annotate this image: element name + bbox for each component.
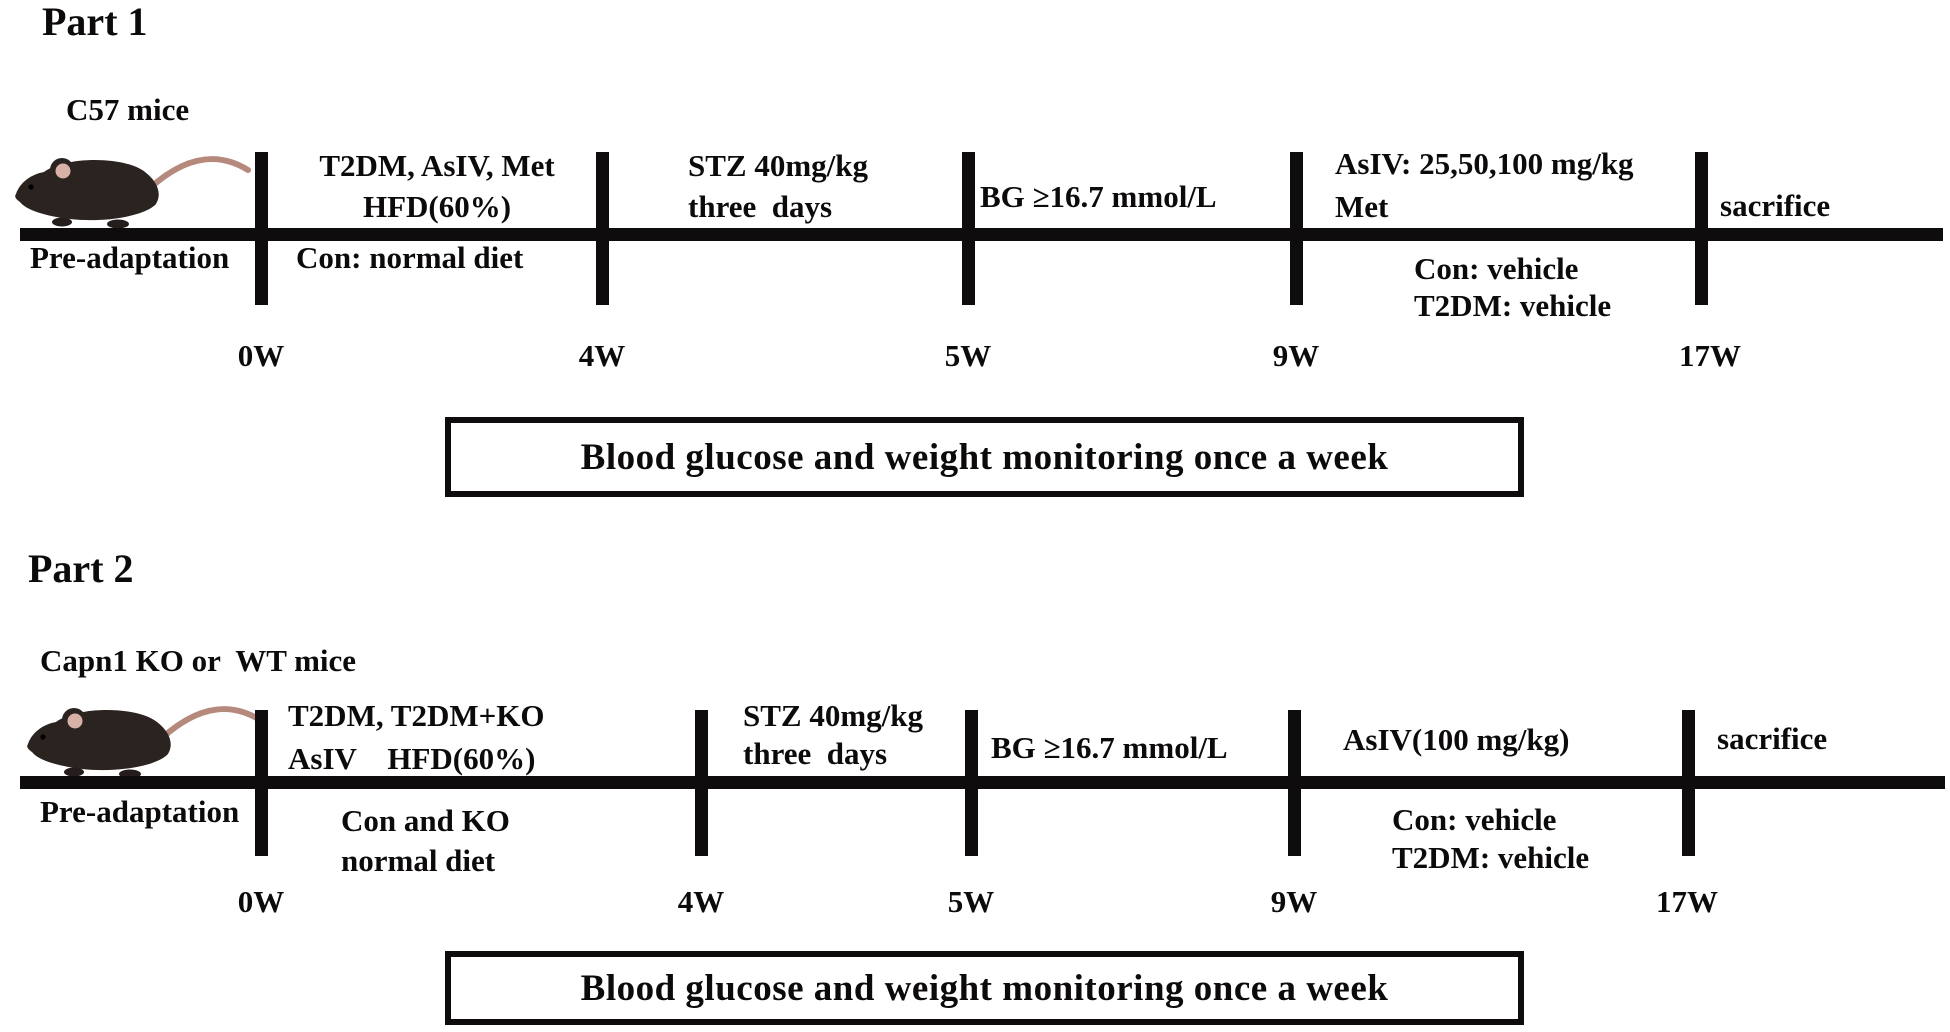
part2-timeline-line <box>20 776 1945 789</box>
part2-bg-criterion: BG ≥16.7 mmol/L <box>991 730 1228 765</box>
mouse-icon <box>27 706 263 779</box>
part2-week-label-5w: 5W <box>947 884 995 919</box>
part2-tick-9w <box>1288 710 1301 856</box>
part2-stz-line1: STZ 40mg/kg <box>743 698 924 733</box>
mouse-icon <box>15 156 251 229</box>
part1-timeline-line <box>20 228 1943 241</box>
part2-tick-4w <box>695 710 708 856</box>
part1-week-label-17w: 17W <box>1679 338 1741 373</box>
part1-subject-label: C57 mice <box>66 92 190 127</box>
part1-groups-line2: HFD(60%) <box>362 189 512 224</box>
part1-dosing-line1: AsIV: 25,50,100 mg/kg <box>1335 146 1634 181</box>
part2-control-line2: normal diet <box>341 843 496 878</box>
part2-stz-line2: three days <box>743 736 888 771</box>
part2-t2dm-vehicle-label: T2DM: vehicle <box>1392 840 1590 875</box>
part1-title: Part 1 <box>42 0 148 44</box>
part1-groups-line1: T2DM, AsIV, Met <box>319 148 555 183</box>
part2-dosing-label: AsIV(100 mg/kg) <box>1343 722 1570 757</box>
part2-preadaptation-label: Pre-adaptation <box>40 794 240 829</box>
part2-tick-0w <box>255 710 268 856</box>
part1-week-label-9w: 9W <box>1272 338 1320 373</box>
part1-control-diet-label: Con: normal diet <box>296 240 524 275</box>
part1-bg-criterion: BG ≥16.7 mmol/L <box>980 179 1217 214</box>
part2-groups-line1: T2DM, T2DM+KO <box>288 698 545 733</box>
part1-tick-0w <box>255 152 268 305</box>
part2-title: Part 2 <box>28 546 134 591</box>
part1-week-label-4w: 4W <box>578 338 626 373</box>
part1-endpoint-label: sacrifice <box>1720 188 1831 223</box>
part2-con-vehicle-label: Con: vehicle <box>1392 802 1557 837</box>
part2-week-label-0w: 0W <box>237 884 285 919</box>
part1-tick-9w <box>1290 152 1303 305</box>
part1-week-label-0w: 0W <box>237 338 285 373</box>
part2-control-line1: Con and KO <box>341 803 510 838</box>
part2-week-label-4w: 4W <box>677 884 725 919</box>
part2-week-label-17w: 17W <box>1656 884 1718 919</box>
part1-con-vehicle-label: Con: vehicle <box>1414 251 1579 286</box>
part1-stz-line1: STZ 40mg/kg <box>688 148 869 183</box>
part1-t2dm-vehicle-label: T2DM: vehicle <box>1414 288 1612 323</box>
part2-tick-17w <box>1682 710 1695 856</box>
part2-monitoring-banner: Blood glucose and weight monitoring once… <box>445 951 1524 1025</box>
part1-monitoring-banner: Blood glucose and weight monitoring once… <box>445 417 1524 497</box>
part1-preadaptation-label: Pre-adaptation <box>30 240 230 275</box>
part2-tick-5w <box>965 710 978 856</box>
part2-week-label-9w: 9W <box>1270 884 1318 919</box>
part1-dosing-line2: Met <box>1335 189 1389 224</box>
part1-week-label-5w: 5W <box>944 338 992 373</box>
part1-stz-line2: three days <box>688 189 833 224</box>
part1-tick-5w <box>962 152 975 305</box>
part1-tick-17w <box>1695 152 1708 305</box>
part2-subject-label: Capn1 KO or WT mice <box>40 643 357 678</box>
part2-groups-line2: AsIV HFD(60%) <box>288 741 536 776</box>
part1-tick-4w <box>596 152 609 305</box>
part2-endpoint-label: sacrifice <box>1717 721 1828 756</box>
